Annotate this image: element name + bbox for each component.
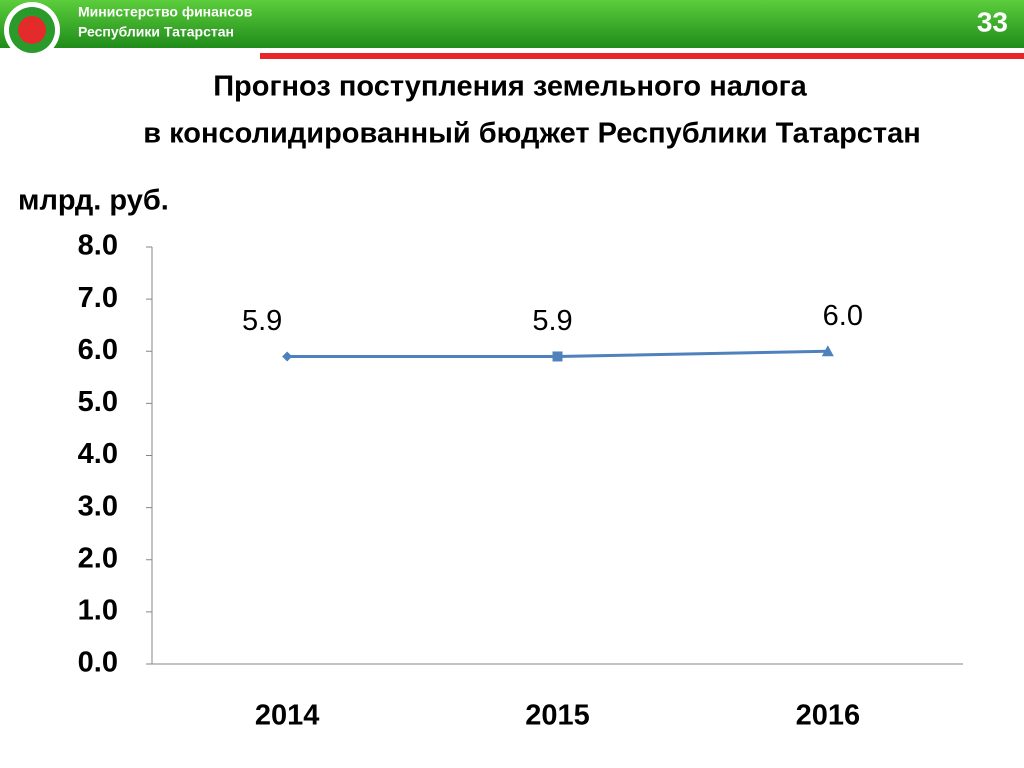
header-stripe <box>0 48 1024 53</box>
y-tick-label: 3.0 <box>78 490 118 522</box>
y-tick-label: 8.0 <box>78 230 118 262</box>
marker <box>282 351 293 362</box>
marker <box>552 351 563 362</box>
x-tick-label: 2016 <box>796 700 861 732</box>
y-tick-label: 1.0 <box>78 595 118 627</box>
data-label: 6.0 <box>823 300 863 332</box>
y-tick-label: 4.0 <box>78 438 118 470</box>
chart-title: Прогноз поступления земельного налога <box>213 71 807 103</box>
ministry-line: Министерство финансов <box>78 4 253 20</box>
y-tick-label: 6.0 <box>78 334 118 366</box>
data-label: 5.9 <box>242 305 282 337</box>
y-tick-label: 5.0 <box>78 386 118 418</box>
page-number: 33 <box>977 6 1008 37</box>
y-tick-label: 0.0 <box>78 647 118 679</box>
chart-title: в консолидированный бюджет Республики Та… <box>143 118 921 150</box>
data-label: 5.9 <box>532 305 572 337</box>
header-bar <box>0 0 1024 48</box>
y-tick-label: 2.0 <box>78 542 118 574</box>
y-axis-label: млрд. руб. <box>18 185 169 217</box>
header-red-stripe <box>260 53 1024 59</box>
x-tick-label: 2015 <box>525 700 590 732</box>
marker <box>821 345 834 357</box>
logo-center <box>18 16 46 44</box>
x-tick-label: 2014 <box>255 700 320 732</box>
ministry-line: Республики Татарстан <box>78 24 234 40</box>
y-tick-label: 7.0 <box>78 282 118 314</box>
